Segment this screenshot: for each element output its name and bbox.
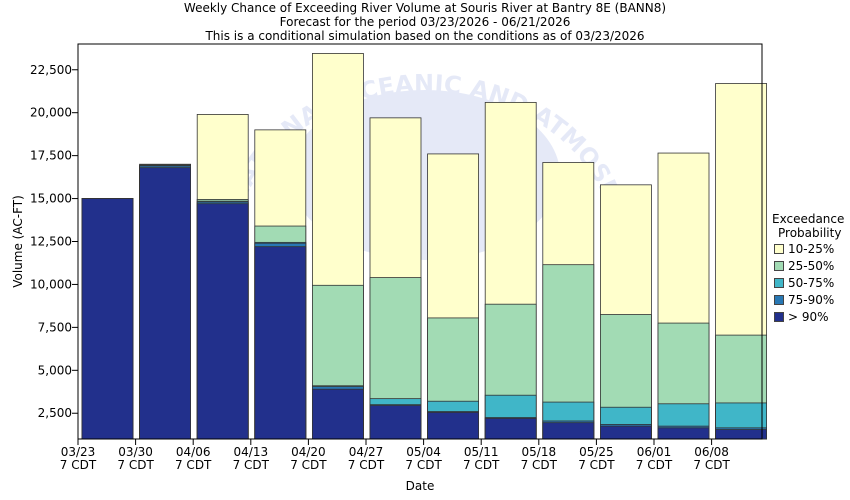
x-tick-label: 03/23 — [61, 445, 96, 459]
y-tick-label: 10,000 — [30, 277, 72, 291]
y-tick-label: 12,500 — [30, 235, 72, 249]
x-tick-label: 04/20 — [291, 445, 326, 459]
x-tick-sublabel: 7 CDT — [693, 458, 730, 472]
x-axis-label: Date — [406, 479, 435, 493]
x-tick-label: 06/08 — [694, 445, 729, 459]
y-tick-label: 17,500 — [30, 149, 72, 163]
y-tick-label: 15,000 — [30, 192, 72, 206]
x-tick-sublabel: 7 CDT — [463, 458, 500, 472]
legend-label: 25-50% — [788, 258, 835, 273]
x-tick-sublabel: 7 CDT — [60, 458, 97, 472]
x-tick-label: 05/18 — [522, 445, 557, 459]
legend-subtitle: Probability — [778, 226, 842, 240]
x-tick-label: 04/27 — [349, 445, 384, 459]
chart-title: Weekly Chance of Exceeding River Volume … — [183, 1, 667, 15]
legend-label: 75-90% — [788, 292, 835, 307]
bar-90-04-20 — [311, 388, 364, 440]
x-tick-label: 04/13 — [234, 445, 269, 459]
legend-label: > 90% — [788, 309, 829, 324]
bar-90-03-23 — [81, 198, 134, 440]
x-tick-sublabel: 7 CDT — [521, 458, 558, 472]
bar-90-06-08 — [715, 429, 767, 440]
y-tick-label: 7,500 — [38, 320, 72, 334]
bar-90-05-04 — [427, 411, 480, 440]
chart-subtitle: Forecast for the period 03/23/2026 - 06/… — [279, 15, 571, 29]
x-tick-sublabel: 7 CDT — [117, 458, 154, 472]
legend-swatch — [774, 277, 784, 288]
x-tick-sublabel: 7 CDT — [636, 458, 673, 472]
legend-swatch — [774, 294, 784, 305]
y-tick-label: 2,500 — [38, 406, 72, 420]
x-tick-sublabel: 7 CDT — [578, 458, 615, 472]
x-tick-label: 05/04 — [406, 445, 441, 459]
x-tick-sublabel: 7 CDT — [290, 458, 327, 472]
legend-item: 50-75% — [772, 274, 844, 291]
legend-item: 25-50% — [772, 257, 844, 274]
x-tick-label: 03/30 — [118, 445, 153, 459]
x-tick-label: 06/01 — [637, 445, 672, 459]
legend-label: 10-25% — [788, 241, 835, 256]
legend-item: 10-25% — [772, 240, 844, 257]
legend: Exceedance Probability 10-25% 25-50% 50-75… — [772, 212, 844, 325]
plot-frame — [77, 43, 763, 440]
legend-swatch — [774, 243, 784, 254]
legend-label: 50-75% — [788, 275, 835, 290]
legend-item: > 90% — [772, 308, 844, 325]
x-tick-sublabel: 7 CDT — [348, 458, 385, 472]
bar-90-04-06 — [196, 203, 249, 440]
bar-90-05-25 — [600, 425, 652, 440]
x-tick-sublabel: 7 CDT — [233, 458, 270, 472]
y-axis-label: Volume (AC-FT) — [11, 195, 25, 288]
bar-90-04-13 — [254, 246, 307, 440]
y-tick-label: 22,500 — [30, 63, 72, 77]
bar-90-05-11 — [484, 417, 537, 440]
bar-90-06-01 — [657, 427, 710, 440]
bar-90-03-30 — [139, 167, 192, 440]
x-tick-sublabel: 7 CDT — [405, 458, 442, 472]
bar-90-04-27 — [369, 405, 422, 440]
chart-subtitle-2: This is a conditional simulation based o… — [205, 29, 645, 43]
legend-title: Exceedance — [772, 212, 845, 226]
y-tick-label: 20,000 — [30, 106, 72, 120]
x-tick-sublabel: 7 CDT — [175, 458, 212, 472]
x-tick-label: 05/25 — [579, 445, 614, 459]
x-tick-label: 04/06 — [176, 445, 211, 459]
legend-swatch — [774, 260, 784, 271]
legend-item: 75-90% — [772, 291, 844, 308]
legend-swatch — [774, 311, 784, 322]
y-tick-label: 5,000 — [38, 363, 72, 377]
x-tick-label: 05/11 — [464, 445, 499, 459]
bar-90-05-18 — [542, 422, 595, 440]
